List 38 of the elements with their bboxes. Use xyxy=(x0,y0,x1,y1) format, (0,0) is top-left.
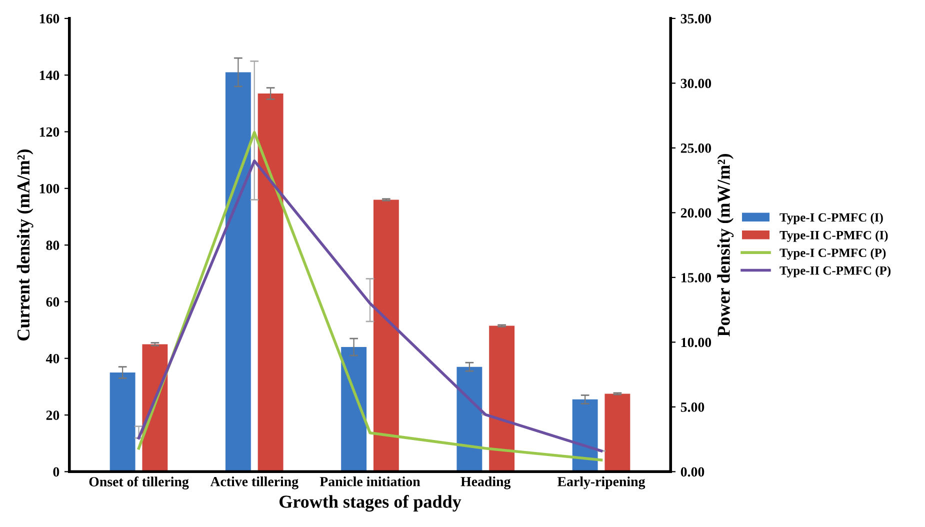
x-axis-title: Growth stages of paddy xyxy=(280,494,462,512)
y2-tick-label: 25.00 xyxy=(680,144,712,153)
y-tick-label: 20 xyxy=(46,410,60,420)
y-axis-title: Current density (mA/m²) xyxy=(16,150,34,340)
bar xyxy=(110,372,136,472)
y-tick-label: 40 xyxy=(46,354,60,364)
legend-label: Type-II C-PMFC (I) xyxy=(780,230,888,242)
y2-tick-label: 0.00 xyxy=(680,467,704,477)
y2-tick-label: 35.00 xyxy=(680,14,712,24)
bar xyxy=(373,200,399,472)
bar xyxy=(258,94,284,472)
y2-tick-label: 30.00 xyxy=(680,78,712,88)
x-tick-label: Early-ripening xyxy=(558,476,646,490)
y-tick-label: 140 xyxy=(40,70,60,80)
y-tick-label: 160 xyxy=(40,14,60,24)
legend-label: Type-II C-PMFC (P) xyxy=(780,266,891,278)
y2-tick-label: 20.00 xyxy=(680,208,712,218)
bar xyxy=(489,326,515,472)
bar xyxy=(572,399,598,472)
y2-tick-label: 10.00 xyxy=(681,338,712,348)
bar xyxy=(225,72,251,472)
x-tick-label: Onset of tillering xyxy=(89,476,189,490)
legend-label: Type-I C-PMFC (P) xyxy=(780,248,886,260)
y2-tick-label: 5.00 xyxy=(680,402,704,412)
x-tick-label: Panicle initiation xyxy=(320,476,420,486)
y-tick-label: 100 xyxy=(40,184,60,194)
y-tick-label: 80 xyxy=(46,240,60,250)
y-tick-label: 120 xyxy=(40,127,60,137)
bar xyxy=(456,366,482,472)
y-tick-label: 60 xyxy=(46,297,60,307)
x-tick-label: Active tillering xyxy=(210,476,298,490)
x-tick-label: Heading xyxy=(460,476,511,490)
legend-label: Type-I C-PMFC (I) xyxy=(780,212,883,224)
bar xyxy=(604,394,630,472)
bar xyxy=(341,347,367,472)
y2-axis-title: Power density (mW/m²) xyxy=(717,154,734,337)
y-tick-label: 0 xyxy=(53,467,60,477)
y2-tick-label: 15.00 xyxy=(681,273,712,282)
